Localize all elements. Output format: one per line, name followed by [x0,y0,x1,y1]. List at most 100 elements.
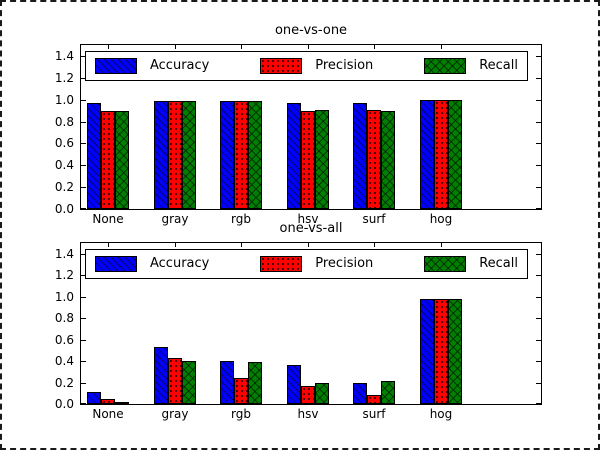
x-axis-tick-label: surf [362,407,386,421]
legend-label: Accuracy [150,256,210,271]
bar-accuracy-rgb [220,101,234,209]
x-axis-tick-label: gray [161,212,189,226]
legend-item-precision: Precision [260,58,373,74]
x-tick-mark [308,243,309,247]
bar-accuracy-hog [420,100,434,209]
y-tick-mark [536,403,541,404]
y-tick-mark [536,143,541,144]
legend-swatch-icon [260,256,303,272]
legend-label: Recall [479,256,518,271]
bar-recall-surf [381,381,395,404]
y-axis-tick-label: 0.4 [54,158,74,172]
bar-accuracy-surf [353,383,367,404]
y-tick-mark [536,208,541,209]
x-axis-tick-label: rgb [231,212,251,226]
y-tick-mark [81,143,86,144]
y-tick-mark [81,78,86,79]
x-axis-tick-label: hsv [297,212,319,226]
y-tick-mark [81,100,86,101]
legend-item-accuracy: Accuracy [95,58,209,74]
y-tick-mark [536,340,541,341]
y-axis-tick-label: 0.2 [54,376,74,390]
bar-precision-None [101,111,115,209]
y-tick-mark [536,383,541,384]
y-tick-mark [536,275,541,276]
bar-precision-hsv [301,386,315,404]
bar-accuracy-gray [154,347,168,404]
y-tick-mark [81,275,86,276]
bar-recall-None [115,111,129,209]
x-tick-mark [175,45,176,49]
bar-recall-hog [448,299,462,404]
y-tick-mark [536,56,541,57]
y-tick-mark [81,403,86,404]
legend-item-recall: Recall [424,256,518,272]
x-axis-tick-label: surf [362,212,386,226]
bar-accuracy-rgb [220,361,234,404]
legend-label: Precision [315,256,374,271]
x-tick-mark [441,45,442,49]
y-tick-mark [81,122,86,123]
bar-accuracy-hsv [287,365,301,404]
x-tick-mark [441,243,442,247]
legend-item-accuracy: Accuracy [95,256,209,272]
bar-recall-rgb [248,101,262,209]
legend-swatch-icon [424,256,467,272]
y-tick-mark [81,361,86,362]
y-axis-tick-label: 1.2 [54,71,74,85]
bar-precision-hog [434,299,448,404]
x-tick-mark [108,243,109,247]
bar-precision-None [101,399,115,404]
bar-precision-gray [168,101,182,209]
bar-recall-gray [182,101,196,209]
y-tick-mark [536,318,541,319]
x-axis-tick-label: None [92,212,124,226]
chart-title: one-vs-one [274,23,348,38]
bar-recall-hsv [315,383,329,404]
y-tick-mark [536,100,541,101]
y-tick-mark [81,340,86,341]
x-tick-mark [374,243,375,247]
y-tick-mark [81,56,86,57]
y-tick-mark [536,361,541,362]
bar-precision-surf [367,395,381,404]
legend-item-precision: Precision [260,256,373,272]
legend-swatch-icon [95,256,137,272]
y-axis-tick-label: 1.2 [54,268,74,282]
y-tick-mark [81,318,86,319]
bar-precision-hsv [301,111,315,209]
y-axis-tick-label: 1.0 [54,93,74,107]
bar-recall-gray [182,361,196,404]
chart-one-vs-all: one-vs-all 0.0 0.2 0.4 0.6 0.8 1.0 1.2 1.4 None g… [55,221,542,421]
y-tick-mark [536,165,541,166]
legend: Accuracy Precision Recall [85,249,528,279]
bar-precision-rgb [234,101,248,209]
y-tick-mark [536,254,541,255]
y-tick-mark [81,383,86,384]
x-tick-mark [241,243,242,247]
y-axis-tick-label: 1.4 [54,247,74,261]
bar-accuracy-hog [420,299,434,404]
y-axis-tick-label: 0.2 [54,180,74,194]
legend-swatch-icon [424,58,467,74]
legend-item-recall: Recall [424,58,518,74]
y-tick-mark [536,187,541,188]
bar-precision-surf [367,110,381,209]
x-tick-mark [308,45,309,49]
x-axis-tick-label: hsv [297,407,319,421]
y-tick-mark [536,122,541,123]
bar-recall-rgb [248,362,262,404]
legend-label: Precision [315,58,374,73]
chart-title: one-vs-all [279,221,343,236]
x-axis-tick-label: hog [429,212,453,226]
legend-label: Accuracy [150,58,210,73]
bar-recall-hog [448,100,462,209]
plot-area: 0.0 0.2 0.4 0.6 0.8 1.0 1.2 1.4 None gray rgb hsv su… [55,44,542,226]
x-tick-mark [241,45,242,49]
y-axis-tick-label: 1.4 [54,49,74,63]
x-axis-tick-label: gray [161,407,189,421]
y-axis-tick-label: 0.8 [54,311,74,325]
bar-accuracy-gray [154,101,168,209]
y-axis-tick-label: 1.0 [54,290,74,304]
